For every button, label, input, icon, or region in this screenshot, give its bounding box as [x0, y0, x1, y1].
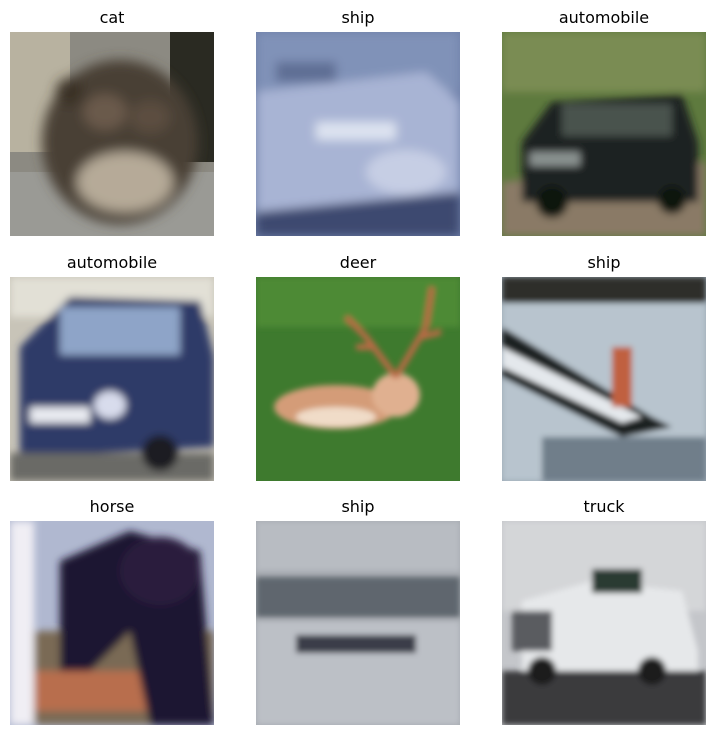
- automobile-image: [502, 32, 706, 236]
- ship-image: [256, 521, 460, 725]
- cat-image: [10, 32, 214, 236]
- panel-title: automobile: [66, 253, 158, 272]
- ship-image: [502, 277, 706, 481]
- panel-title: deer: [339, 253, 377, 272]
- panel-title: automobile: [558, 8, 650, 27]
- panel-title: ship: [587, 253, 621, 272]
- panel-title: ship: [341, 8, 375, 27]
- ship-image: [256, 32, 460, 236]
- deer-image: [256, 277, 460, 481]
- panel-title: horse: [89, 497, 135, 516]
- truck-image: [502, 521, 706, 725]
- horse-image: [10, 521, 214, 725]
- panel-title: ship: [341, 497, 375, 516]
- panel-title: cat: [99, 8, 125, 27]
- panel-title: truck: [583, 497, 625, 516]
- automobile-image: [10, 277, 214, 481]
